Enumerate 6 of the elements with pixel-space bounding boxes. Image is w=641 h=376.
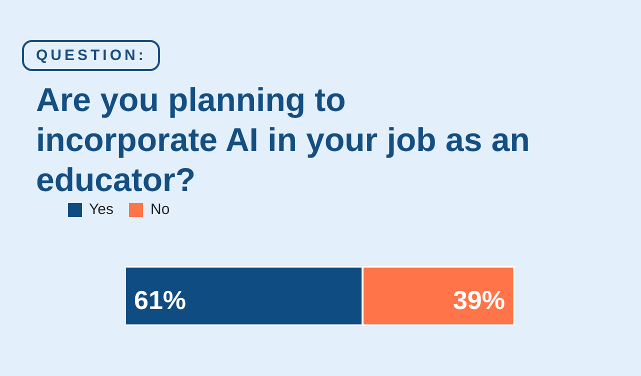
text: QUESTION: [22,40,160,71]
legend-label: No [150,201,170,218]
chart-title: Are you planning to incorporate AI in your job as an educator? [36,80,531,200]
data-label: 61% [134,285,186,316]
data-label: 39% [452,285,505,316]
legend-label: Yes [89,201,114,218]
